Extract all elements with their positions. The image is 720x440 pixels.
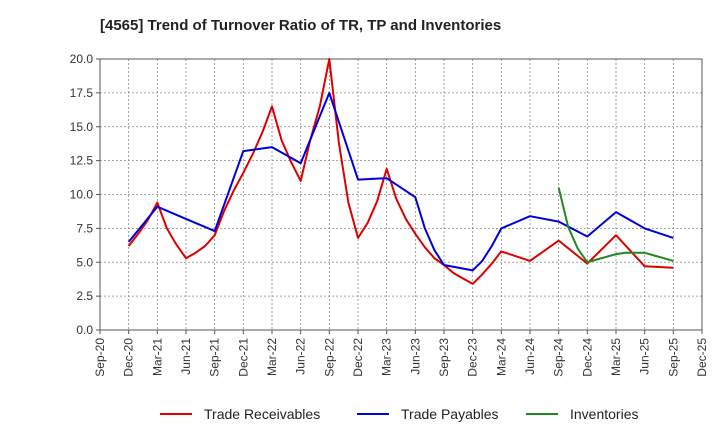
series-line-trade-payables (127, 91, 674, 272)
x-tick-label: Jun-22 (294, 338, 308, 375)
series-layer (127, 58, 674, 285)
x-tick-label: Dec-24 (580, 338, 594, 377)
x-tick-label: Sep-23 (437, 338, 451, 377)
x-tick-label: Mar-23 (380, 338, 394, 376)
y-tick-label: 2.5 (76, 289, 93, 303)
y-axis: 0.0 2.5 5.0 7.5 10.0 12.5 15.0 17.5 20.0 (70, 52, 100, 337)
chart-title: [4565] Trend of Turnover Ratio of TR, TP… (100, 17, 501, 34)
y-tick-label: 15.0 (70, 120, 94, 134)
legend-label-inventories: Inventories (570, 406, 638, 422)
y-tick-label: 20.0 (70, 52, 94, 66)
x-tick-label: Dec-23 (466, 338, 480, 377)
x-tick-label: Mar-22 (265, 338, 279, 376)
y-tick-label: 10.0 (70, 188, 94, 202)
y-tick-label: 0.0 (76, 323, 93, 337)
series-line-inventories (557, 187, 674, 264)
x-tick-label: Sep-21 (208, 338, 222, 377)
x-tick-label: Mar-25 (609, 338, 623, 376)
legend-label-trade-payables: Trade Payables (401, 406, 499, 422)
x-tick-label: Jun-23 (408, 338, 422, 375)
series-line-trade-receivables (127, 58, 674, 285)
x-tick-label: Mar-21 (150, 338, 164, 376)
x-tick-label: Dec-21 (236, 338, 250, 377)
x-tick-label: Jun-25 (638, 338, 652, 375)
x-tick-label: Dec-22 (351, 338, 365, 377)
x-tick-label: Jun-21 (179, 338, 193, 375)
x-axis: Sep-20 Dec-20 Mar-21 Jun-21 Sep-21 Dec-21 Mar-… (93, 330, 709, 377)
x-tick-label: Dec-20 (122, 338, 136, 377)
x-tick-label: Sep-20 (93, 338, 107, 377)
y-tick-label: 7.5 (76, 221, 93, 235)
x-tick-label: Mar-24 (494, 338, 508, 376)
y-tick-label: 17.5 (70, 86, 94, 100)
x-tick-label: Jun-24 (523, 338, 537, 375)
x-tick-label: Sep-22 (322, 338, 336, 377)
legend: Trade Receivables Trade Payables Inventori… (160, 406, 638, 422)
y-tick-label: 12.5 (70, 154, 94, 168)
legend-label-trade-receivables: Trade Receivables (204, 406, 320, 422)
x-tick-label: Sep-24 (552, 338, 566, 377)
y-tick-label: 5.0 (76, 255, 93, 269)
x-tick-label: Sep-25 (666, 338, 680, 377)
grid (99, 58, 703, 331)
x-tick-label: Dec-25 (695, 338, 709, 377)
